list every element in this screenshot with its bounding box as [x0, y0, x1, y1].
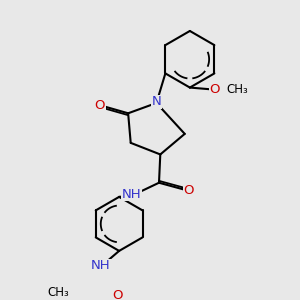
Text: NH: NH	[122, 188, 141, 201]
Text: O: O	[183, 184, 194, 197]
Text: O: O	[112, 290, 123, 300]
Text: CH₃: CH₃	[226, 82, 248, 96]
Text: O: O	[94, 99, 105, 112]
Text: N: N	[152, 95, 161, 108]
Text: CH₃: CH₃	[47, 286, 69, 298]
Text: O: O	[210, 83, 220, 96]
Text: NH: NH	[91, 259, 110, 272]
